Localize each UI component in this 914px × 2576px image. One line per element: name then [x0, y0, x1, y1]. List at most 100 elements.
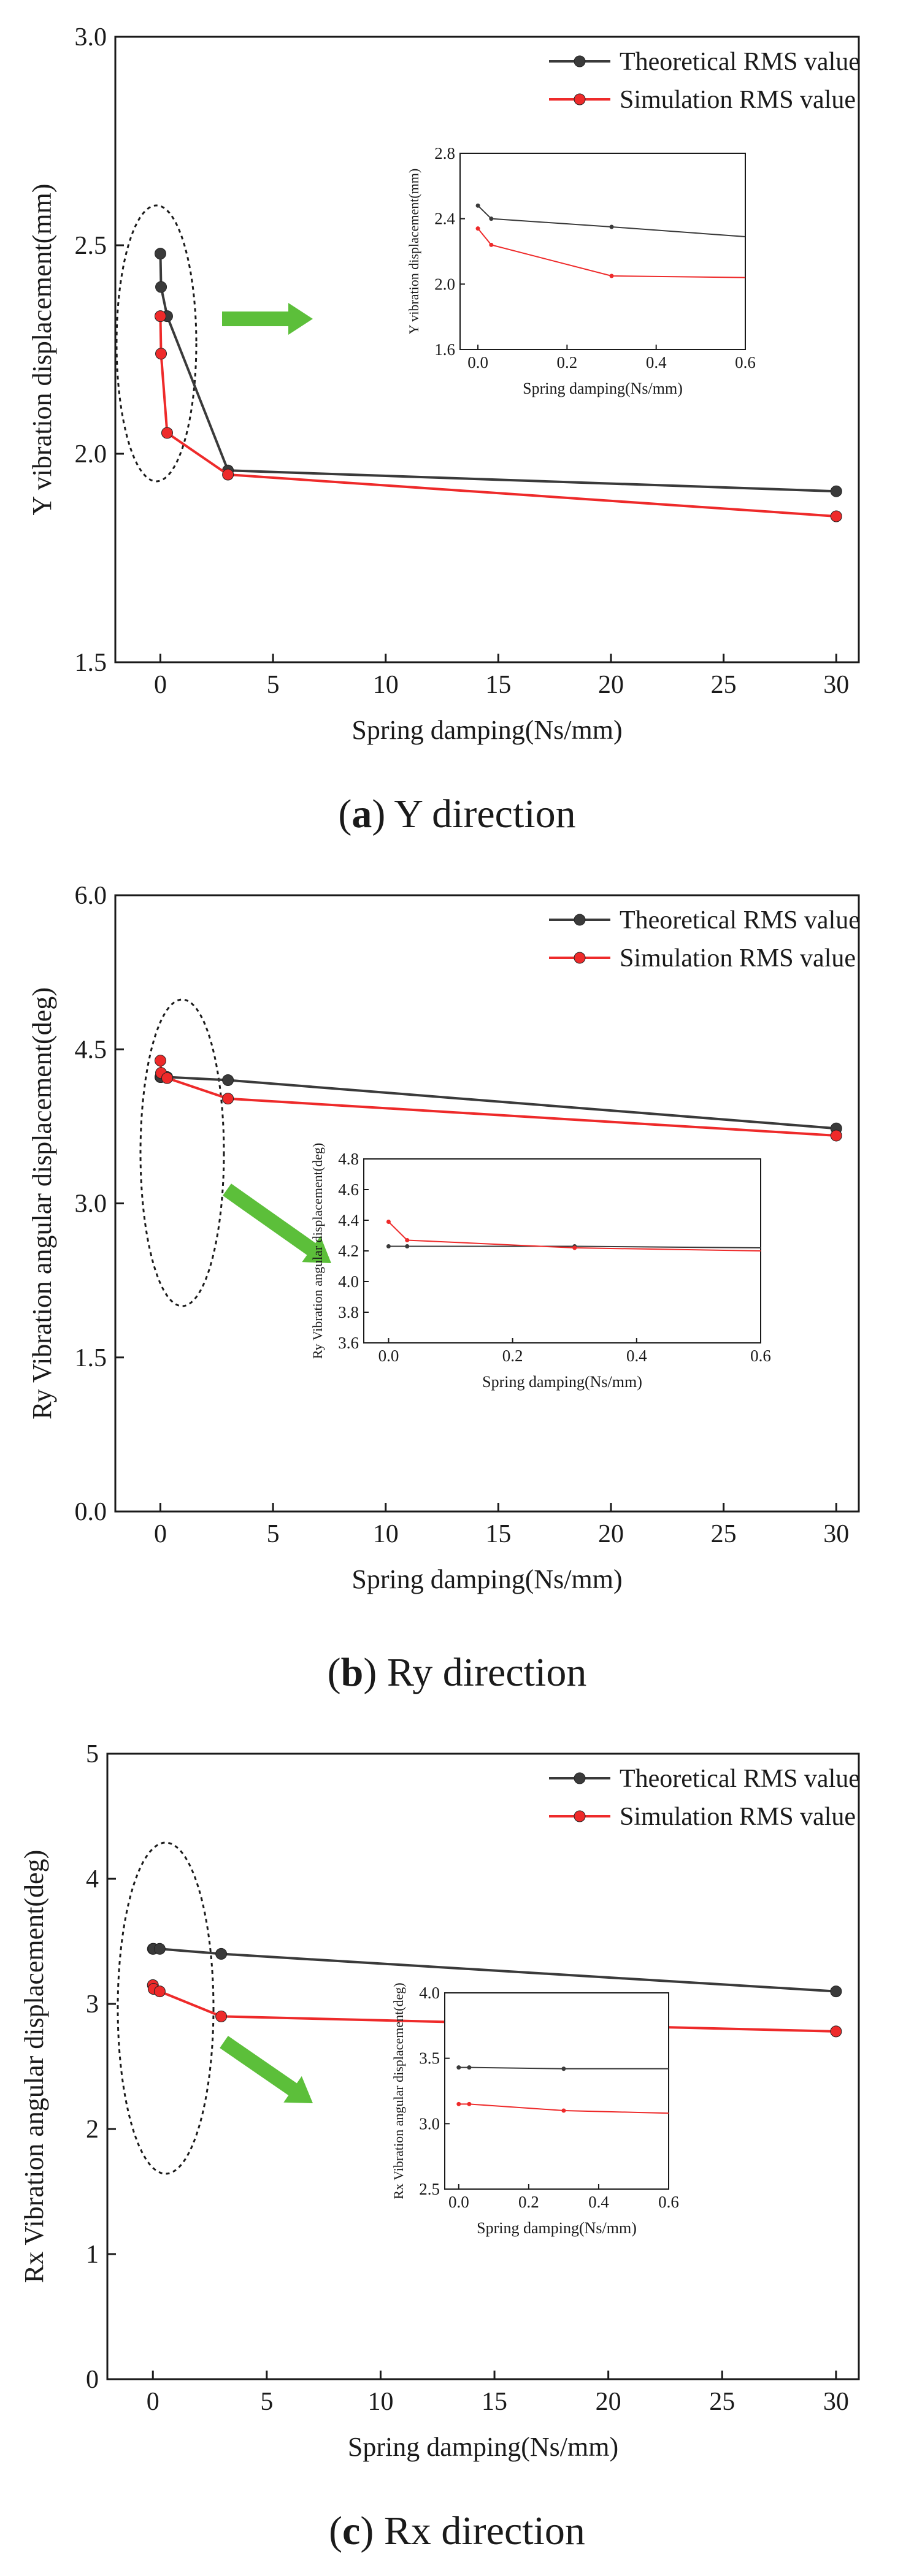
caption-a: (a) Y direction: [338, 792, 576, 836]
y-axis-label: Rx Vibration angular displacement(deg): [19, 1850, 49, 2283]
chart-panel-a: 0 5 10 15 20 25 30 1.5 2.0 2.5 3.0 Spring damping(N…: [0, 0, 914, 858]
inset-x-tick-label: 0.6: [735, 353, 756, 372]
x-tick-label: 20: [598, 1520, 624, 1548]
inset-x-tick-label: 0.2: [557, 353, 578, 372]
chart-panel-c: 0 5 10 15 20 25 30 0 1 2 3 4 5 Spring damping(Ns/mm) R…: [0, 1717, 914, 2576]
x-tick-label: 20: [598, 671, 624, 699]
y-axis-label: Ry Vibration angular displacement(deg): [27, 987, 57, 1420]
caption-b-letter: b: [340, 1650, 364, 1695]
data-point-simulation: [830, 510, 842, 522]
inset-frame: [459, 153, 746, 350]
data-point-theoretical: [830, 1986, 842, 1998]
inset-data-point-theoretical: [467, 2065, 472, 2070]
inset-x-tick-label: 0.6: [750, 1347, 771, 1365]
inset-x-tick-label: 0.4: [588, 2193, 609, 2211]
y-tick-label: 6.0: [75, 882, 107, 910]
series-line-theoretical: [153, 1947, 837, 1993]
data-point-simulation: [830, 1129, 842, 1142]
inset-x-axis-label: Spring damping(Ns/mm): [477, 2219, 637, 2237]
x-tick-label: 5: [267, 671, 280, 699]
caption-c-text: Rx direction: [383, 2509, 585, 2553]
inset-x-tick-label: 0.0: [448, 2193, 469, 2211]
y-tick-label: 5: [86, 1740, 99, 1768]
legend: Theoretical RMS value Simulation RMS valu…: [549, 48, 860, 114]
data-point-simulation: [154, 1055, 166, 1067]
x-axis-label: Spring damping(Ns/mm): [351, 715, 622, 745]
inset-x-axis-label: Spring damping(Ns/mm): [523, 380, 683, 397]
inset-series-line-simulation: [477, 228, 746, 278]
series-line-simulation: [159, 1060, 837, 1137]
data-point-theoretical: [153, 1943, 166, 1955]
caption-b: (b) Ry direction: [327, 1650, 587, 1695]
chart-a: 0 5 10 15 20 25 30 1.5 2.0 2.5 3.0 Spring damping(N…: [27, 23, 860, 745]
zoom-region-ellipse: [117, 1841, 215, 2175]
data-point-simulation: [161, 1072, 173, 1084]
inset-data-point-theoretical: [386, 1244, 391, 1248]
chart-c: 0 5 10 15 20 25 30 0 1 2 3 4 5 Spring damping(Ns/mm) R…: [19, 1740, 860, 2462]
inset-data-point-theoretical: [456, 2065, 461, 2070]
data-point-theoretical: [155, 281, 167, 293]
y-tick-label: 0.0: [75, 1498, 107, 1526]
inset-y-tick-label: 4.2: [338, 1242, 359, 1260]
zoom-region-ellipse: [139, 998, 225, 1307]
inset-data-point-simulation: [456, 2101, 461, 2106]
caption-c: (c) Rx direction: [329, 2509, 585, 2553]
y-tick-label: 2.5: [75, 232, 107, 260]
inset-data-point-simulation: [572, 1245, 577, 1250]
x-tick-label: 5: [260, 2388, 273, 2416]
data-point-simulation: [161, 427, 173, 439]
legend: Theoretical RMS value Simulation RMS valu…: [549, 1765, 860, 1831]
inset-y-tick-label: 3.6: [338, 1334, 359, 1352]
inset-data-point-simulation: [386, 1220, 391, 1224]
x-tick-label: 0: [154, 671, 167, 699]
inset-data-point-simulation: [467, 2101, 472, 2106]
y-axis-label: Y vibration displacement(mm): [27, 184, 57, 516]
inset-series-line-simulation: [458, 2103, 669, 2114]
inset-chart: 0.0 0.2 0.4 0.6 3.6 3.8 4.0 4.2 4.4 4.6 4.8 Spring …: [310, 1143, 771, 1391]
inset-y-axis-label: Ry Vibration angular displacement(deg): [310, 1143, 325, 1359]
x-tick-label: 25: [711, 671, 737, 699]
inset-data-point-simulation: [475, 226, 480, 231]
inset-x-tick-label: 0.0: [467, 353, 488, 372]
data-point-simulation: [155, 348, 167, 360]
inset-series-line-theoretical: [477, 205, 746, 237]
inset-data-point-simulation: [489, 242, 494, 247]
legend: Theoretical RMS value Simulation RMS valu…: [549, 906, 860, 973]
chart-b: 0 5 10 15 20 25 30 0.0 1.5 3.0 4.5 6.0 Spring dampin…: [27, 882, 860, 1594]
x-tick-label: 25: [711, 1520, 737, 1548]
inset-data-point-theoretical: [475, 203, 480, 208]
inset-chart: 0.0 0.2 0.4 0.6 2.5 3.0 3.5 4.0 Spring damping(N…: [391, 1982, 679, 2237]
x-tick-label: 0: [154, 1520, 167, 1548]
y-tick-label: 0: [86, 2366, 99, 2394]
inset-y-tick-label: 2.4: [434, 210, 455, 228]
zoom-arrow: [222, 303, 313, 335]
data-point-simulation: [830, 2025, 842, 2038]
inset-x-tick-label: 0.0: [378, 1347, 399, 1365]
x-axis-label: Spring damping(Ns/mm): [351, 1564, 622, 1594]
data-point-theoretical: [830, 485, 842, 497]
x-tick-label: 20: [596, 2388, 621, 2416]
y-tick-label: 1.5: [75, 1344, 107, 1372]
plot-frame: [106, 1752, 860, 2380]
x-tick-label: 15: [482, 2388, 507, 2416]
inset-y-tick-label: 4.0: [419, 1984, 440, 2002]
caption-a-text: Y direction: [394, 792, 576, 836]
plot-frame: [114, 36, 860, 663]
inset-chart: 0.0 0.2 0.4 0.6 1.6 2.0 2.4 2.8 Spring damping(N…: [406, 144, 756, 397]
inset-data-point-theoretical: [609, 224, 614, 229]
zoom-arrow: [220, 2036, 313, 2103]
y-tick-label: 2.0: [75, 440, 107, 468]
legend-marker-simulation: [574, 1810, 586, 1822]
y-tick-label: 1.5: [75, 649, 107, 677]
inset-data-point-simulation: [561, 2108, 566, 2113]
legend-label-theoretical: Theoretical RMS value: [620, 1765, 860, 1793]
data-point-theoretical: [215, 1947, 228, 1960]
y-tick-label: 3: [86, 1990, 99, 2019]
inset-frame: [363, 1158, 761, 1343]
inset-y-tick-label: 4.4: [338, 1211, 359, 1229]
inset-x-tick-label: 0.4: [646, 353, 667, 372]
inset-x-tick-label: 0.4: [626, 1347, 647, 1365]
arrow-shape: [223, 1183, 331, 1264]
inset-data-point-theoretical: [561, 2066, 566, 2071]
inset-x-tick-label: 0.2: [502, 1347, 523, 1365]
